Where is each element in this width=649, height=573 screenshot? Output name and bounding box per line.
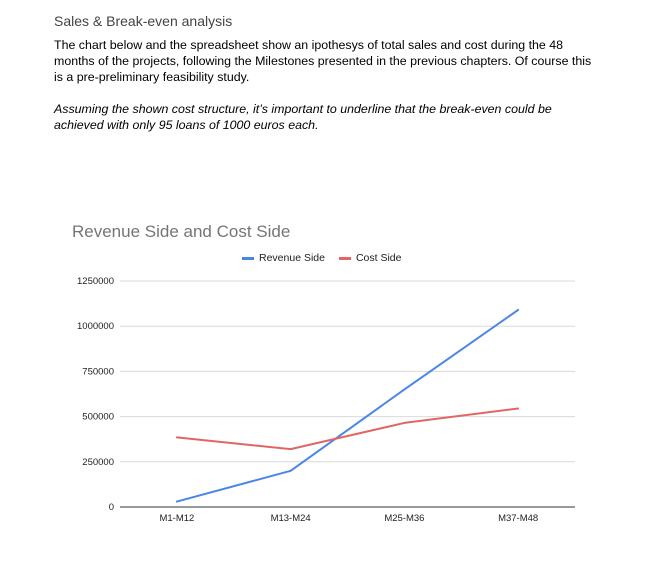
revenue-data-point — [517, 308, 520, 311]
legend-item-cost: Cost Side — [338, 252, 402, 264]
cost-data-point — [517, 407, 520, 410]
revenue-data-point — [289, 469, 292, 472]
y-tick-label: 0 — [109, 502, 114, 513]
break-even-paragraph: Assuming the shown cost structure, it’s … — [54, 102, 552, 132]
cost-data-point — [403, 421, 406, 424]
chart-legend: Revenue Side Cost Side — [242, 252, 416, 264]
x-tick-label: M37-M48 — [498, 513, 538, 524]
y-tick-label: 1250000 — [77, 276, 114, 287]
x-tick-label: M13-M24 — [271, 513, 311, 524]
y-tick-label: 750000 — [82, 366, 114, 377]
legend-label-cost: Cost Side — [355, 252, 402, 264]
cost-data-point — [175, 436, 178, 439]
x-tick-label: M25-M36 — [384, 513, 424, 524]
y-tick-label: 250000 — [82, 457, 114, 468]
cost-series-line — [176, 407, 519, 451]
cost-data-point — [289, 448, 292, 451]
revenue-series-line — [176, 309, 519, 503]
revenue-data-point — [403, 388, 406, 391]
revenue-data-point — [175, 500, 178, 503]
legend-item-revenue: Revenue Side — [242, 252, 325, 264]
x-tick-label: M1-M12 — [159, 513, 194, 524]
section-heading: Sales & Break-even analysis — [54, 13, 233, 29]
legend-swatch-revenue — [242, 256, 254, 260]
legend-swatch-cost — [338, 256, 351, 260]
intro-paragraph: The chart below and the spreadsheet show… — [54, 38, 592, 84]
legend-label-revenue: Revenue Side — [259, 252, 325, 264]
y-tick-label: 1000000 — [77, 321, 114, 332]
chart-title: Revenue Side and Cost Side — [72, 222, 291, 241]
y-tick-label: 500000 — [82, 412, 114, 423]
